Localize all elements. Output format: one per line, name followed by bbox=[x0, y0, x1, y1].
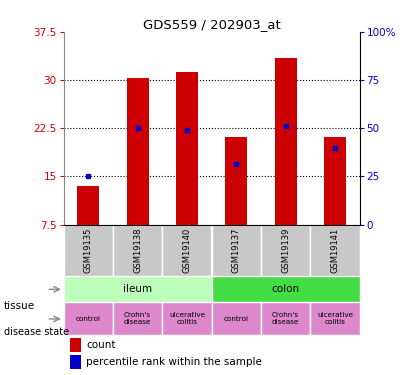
Bar bbox=[176, 72, 198, 225]
Bar bbox=[324, 136, 346, 225]
Text: tissue: tissue bbox=[4, 301, 35, 310]
Bar bbox=[212, 302, 261, 336]
Bar bbox=[113, 302, 162, 336]
Bar bbox=[310, 302, 360, 336]
Text: ulcerative
colitis: ulcerative colitis bbox=[317, 312, 353, 326]
Bar bbox=[64, 276, 212, 302]
Bar bbox=[261, 225, 310, 276]
Text: count: count bbox=[86, 340, 115, 350]
Text: GSM19140: GSM19140 bbox=[182, 228, 192, 273]
Bar bbox=[310, 225, 360, 276]
Bar bbox=[212, 276, 360, 302]
Bar bbox=[162, 225, 212, 276]
Bar bbox=[64, 225, 113, 276]
Text: ulcerative
colitis: ulcerative colitis bbox=[169, 312, 205, 326]
Bar bbox=[113, 225, 162, 276]
Bar bbox=[212, 225, 261, 276]
Bar bbox=[64, 302, 113, 336]
Text: Crohn's
disease: Crohn's disease bbox=[272, 312, 299, 326]
Bar bbox=[77, 186, 99, 225]
Text: GSM19135: GSM19135 bbox=[84, 228, 93, 273]
Bar bbox=[69, 355, 81, 369]
Text: GSM19137: GSM19137 bbox=[232, 228, 241, 273]
Title: GDS559 / 202903_at: GDS559 / 202903_at bbox=[143, 18, 281, 31]
Text: percentile rank within the sample: percentile rank within the sample bbox=[86, 357, 262, 367]
Text: control: control bbox=[76, 316, 101, 322]
Bar bbox=[225, 136, 247, 225]
Bar bbox=[69, 338, 81, 351]
Text: GSM19138: GSM19138 bbox=[133, 228, 142, 273]
Text: control: control bbox=[224, 316, 249, 322]
Text: GSM19139: GSM19139 bbox=[281, 228, 290, 273]
Bar bbox=[261, 302, 310, 336]
Text: colon: colon bbox=[272, 284, 300, 294]
Text: Crohn's
disease: Crohn's disease bbox=[124, 312, 151, 326]
Bar bbox=[275, 58, 297, 225]
Bar bbox=[127, 78, 149, 225]
Text: disease state: disease state bbox=[4, 327, 69, 337]
Text: ileum: ileum bbox=[123, 284, 152, 294]
Bar bbox=[162, 302, 212, 336]
Text: GSM19141: GSM19141 bbox=[330, 228, 339, 273]
